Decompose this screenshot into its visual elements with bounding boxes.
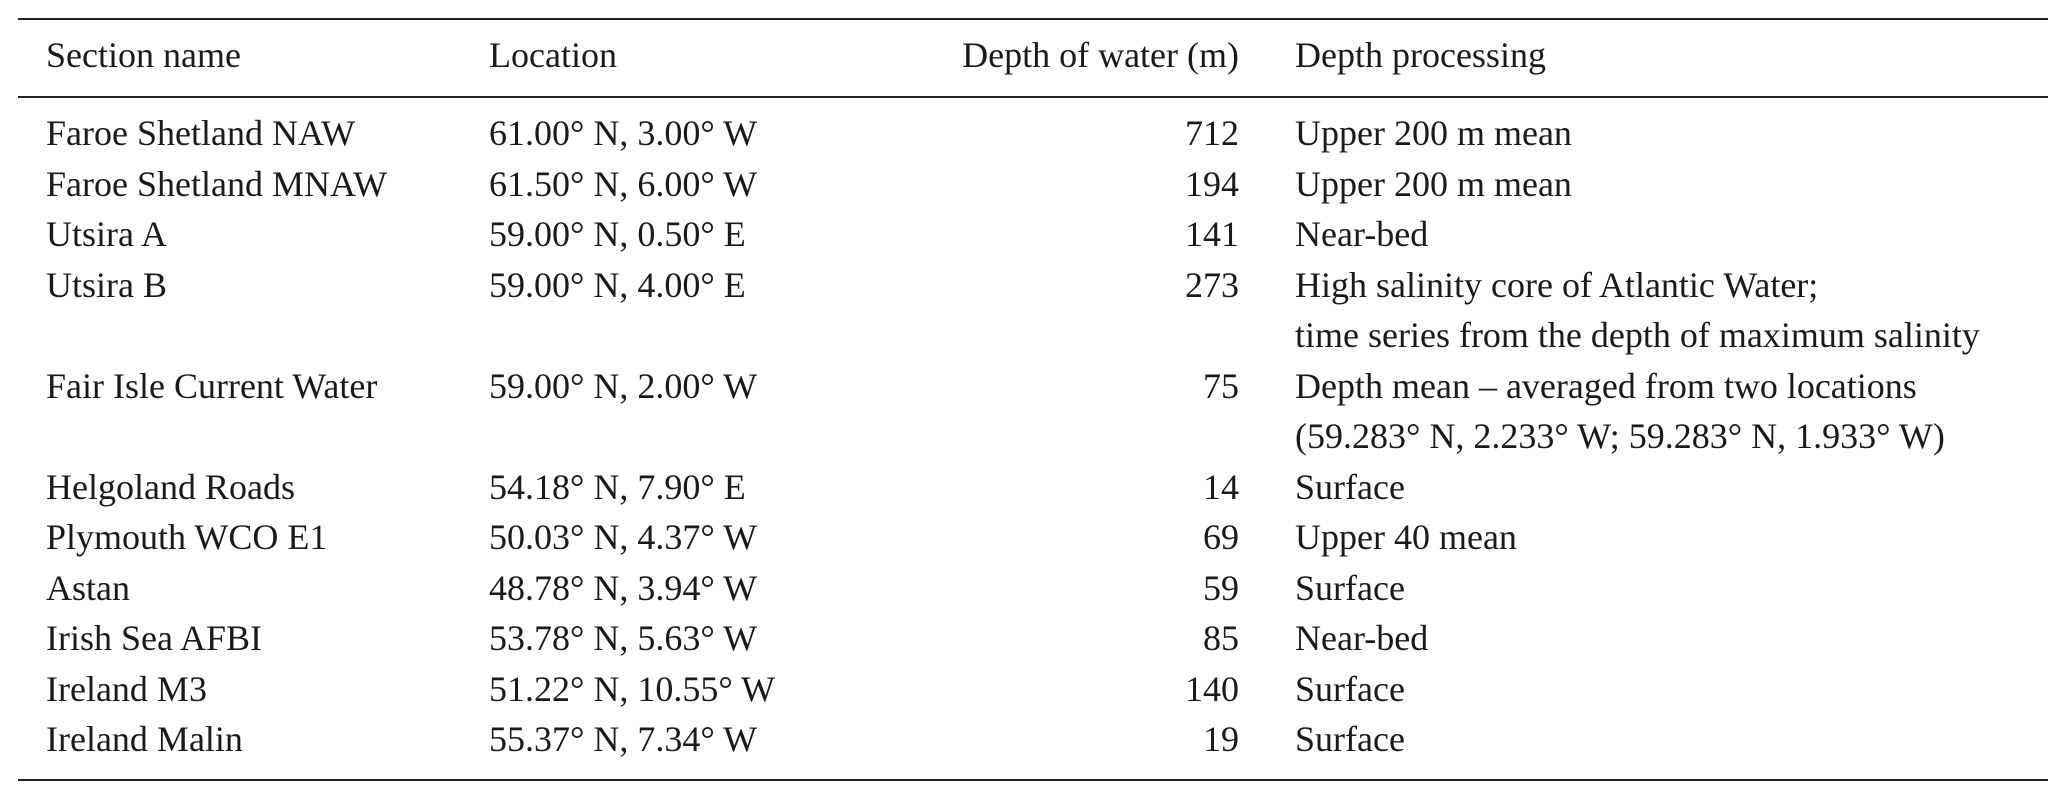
table-cell: 85 [1203,618,1239,658]
table-cell: Irish Sea AFBI [46,618,262,658]
bottom-rule [18,779,2048,781]
table-cell: High salinity core of Atlantic Water; tim… [1239,260,2048,361]
table-cell: 140 [1185,668,1239,709]
table-cell: Surface [1295,719,1405,759]
table-cell: 59.00° N, 0.50° E [489,214,746,254]
table-cell: 59.00° N, 4.00° E [489,264,746,305]
table-cell: 75 [1203,365,1239,406]
table-cell: 61.50° N, 6.00° W [489,163,758,204]
table-cell: 61.00° N, 3.00° W [489,113,758,153]
table-cell: Helgoland Roads [46,466,295,507]
header-row: Section name Location Depth of water (m) De… [18,22,2048,96]
table-row: Ireland M3 51.22° N, 10.55° W 140 Surface [18,664,2048,715]
table-cell: 51.22° N, 10.55° W [489,668,776,709]
table-row: Plymouth WCO E1 50.03° N, 4.37° W 69 Upper … [18,512,2048,563]
table-cell: Fair Isle Current Water [46,365,378,406]
table-cell: 194 [1185,163,1239,204]
table-cell: 54.18° N, 7.90° E [489,466,746,507]
table-body: Faroe Shetland NAW 61.00° N, 3.00° W 712 Up… [18,96,2048,765]
table-row: Faroe Shetland NAW 61.00° N, 3.00° W 712 Up… [18,96,2048,159]
header-cell: Depth of water (m) [962,35,1239,75]
table-row: Fair Isle Current Water 59.00° N, 2.00° W… [18,361,2048,462]
header-rule [18,96,2048,98]
table-cell: Utsira A [46,214,167,254]
table-row: Irish Sea AFBI 53.78° N, 5.63° W 85 Near-be… [18,613,2048,664]
table-cell: 712 [1185,113,1239,153]
header-cell: Depth processing [1295,35,1546,75]
table-cell: 59.00° N, 2.00° W [489,365,758,406]
table-cell: Plymouth WCO E1 [46,517,328,557]
table-cell: 53.78° N, 5.63° W [489,618,758,658]
table-cell: Faroe Shetland NAW [46,113,356,153]
table-cell: Upper 40 mean [1295,517,1517,557]
table-cell: 14 [1203,466,1239,507]
table-cell: Utsira B [46,264,167,305]
table-row: Faroe Shetland MNAW 61.50° N, 6.00° W 194 U… [18,159,2048,210]
table-row: Utsira A 59.00° N, 0.50° E 141 Near-bed [18,209,2048,260]
table-cell: Surface [1295,668,1405,709]
table-cell: 59 [1203,567,1239,608]
table-cell: 273 [1185,264,1239,305]
table-cell: Ireland Malin [46,719,243,759]
table-cell: Surface [1295,466,1405,507]
table-cell: 50.03° N, 4.37° W [489,517,758,557]
cell-line: (59.283° N, 2.233° W; 59.283° N, 1.933° … [1295,416,1945,456]
header-cell: Location [489,35,617,75]
table-cell: Depth mean – averaged from two locations… [1239,361,2048,462]
table-cell: Faroe Shetland MNAW [46,163,388,204]
table-cell: 69 [1203,517,1239,557]
top-rule [18,18,2048,20]
table-cell: 48.78° N, 3.94° W [489,567,758,608]
table-cell: Upper 200 m mean [1295,113,1572,153]
table-cell: Ireland M3 [46,668,207,709]
table-cell: 141 [1185,214,1239,254]
table-cell: Astan [46,567,130,608]
table-row: Helgoland Roads 54.18° N, 7.90° E 14 Surfac… [18,462,2048,513]
table-row: Astan 48.78° N, 3.94° W 59 Surface [18,563,2048,614]
table-cell: 55.37° N, 7.34° W [489,719,758,759]
cell-line: High salinity core of Atlantic Water; [1295,264,1819,305]
table-cell: Near-bed [1295,214,1429,254]
cell-line: Depth mean – averaged from two locations [1295,365,1917,406]
cell-line: time series from the depth of maximum sa… [1295,315,1980,355]
table-cell: Near-bed [1295,618,1429,658]
data-table: Section name Location Depth of water (m) De… [18,22,2048,765]
table-row: Utsira B 59.00° N, 4.00° E 273 High salinit… [18,260,2048,361]
header-cell: Section name [46,35,241,75]
table-cell: Surface [1295,567,1405,608]
table-cell: Upper 200 m mean [1295,163,1572,204]
table-row: Ireland Malin 55.37° N, 7.34° W 19 Surface [18,714,2048,765]
table-cell: 19 [1203,719,1239,759]
